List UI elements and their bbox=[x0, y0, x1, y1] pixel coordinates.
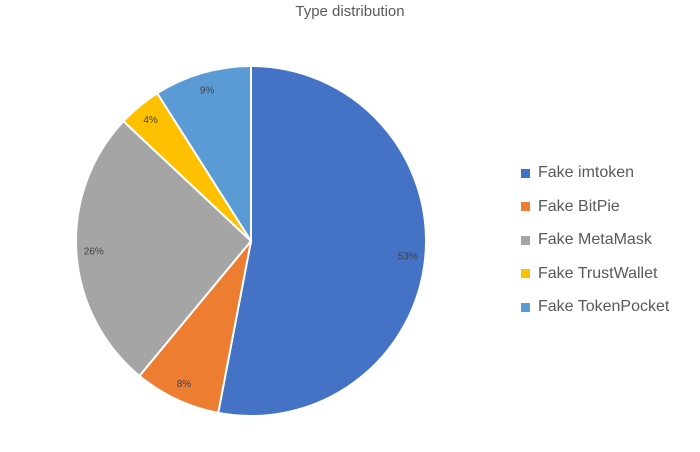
slice-label: 9% bbox=[200, 85, 215, 96]
legend-item: Fake MetaMask bbox=[521, 229, 669, 252]
slice-label: 53% bbox=[398, 251, 418, 262]
pie-slice-fake-tokenpocket bbox=[155, 64, 252, 245]
pie-slice-fake-imtoken bbox=[217, 64, 428, 417]
legend-item: Fake BitPie bbox=[521, 196, 669, 219]
legend-label: Fake TrustWallet bbox=[538, 264, 658, 282]
legend-swatch bbox=[521, 269, 530, 279]
slice-label: 26% bbox=[84, 246, 104, 257]
legend-item: Fake TrustWallet bbox=[521, 263, 669, 286]
chart-title: Type distribution bbox=[295, 3, 405, 20]
legend-item: Fake TokenPocket bbox=[521, 296, 669, 319]
legend-item: Fake imtoken bbox=[521, 162, 669, 185]
slice-label: 4% bbox=[143, 115, 158, 126]
legend-swatch bbox=[521, 302, 530, 312]
legend-swatch bbox=[521, 168, 530, 178]
legend-swatch bbox=[521, 235, 530, 245]
legend-label: Fake imtoken bbox=[538, 164, 635, 182]
legend: Fake imtoken Fake BitPie Fake MetaMask Fake… bbox=[521, 162, 669, 330]
legend-label: Fake TokenPocket bbox=[538, 298, 670, 316]
legend-label: Fake BitPie bbox=[538, 197, 620, 215]
pie-slice-fake-metamask bbox=[75, 119, 253, 378]
legend-label: Fake MetaMask bbox=[538, 231, 652, 249]
slice-label: 8% bbox=[177, 379, 192, 390]
legend-swatch bbox=[521, 202, 530, 212]
